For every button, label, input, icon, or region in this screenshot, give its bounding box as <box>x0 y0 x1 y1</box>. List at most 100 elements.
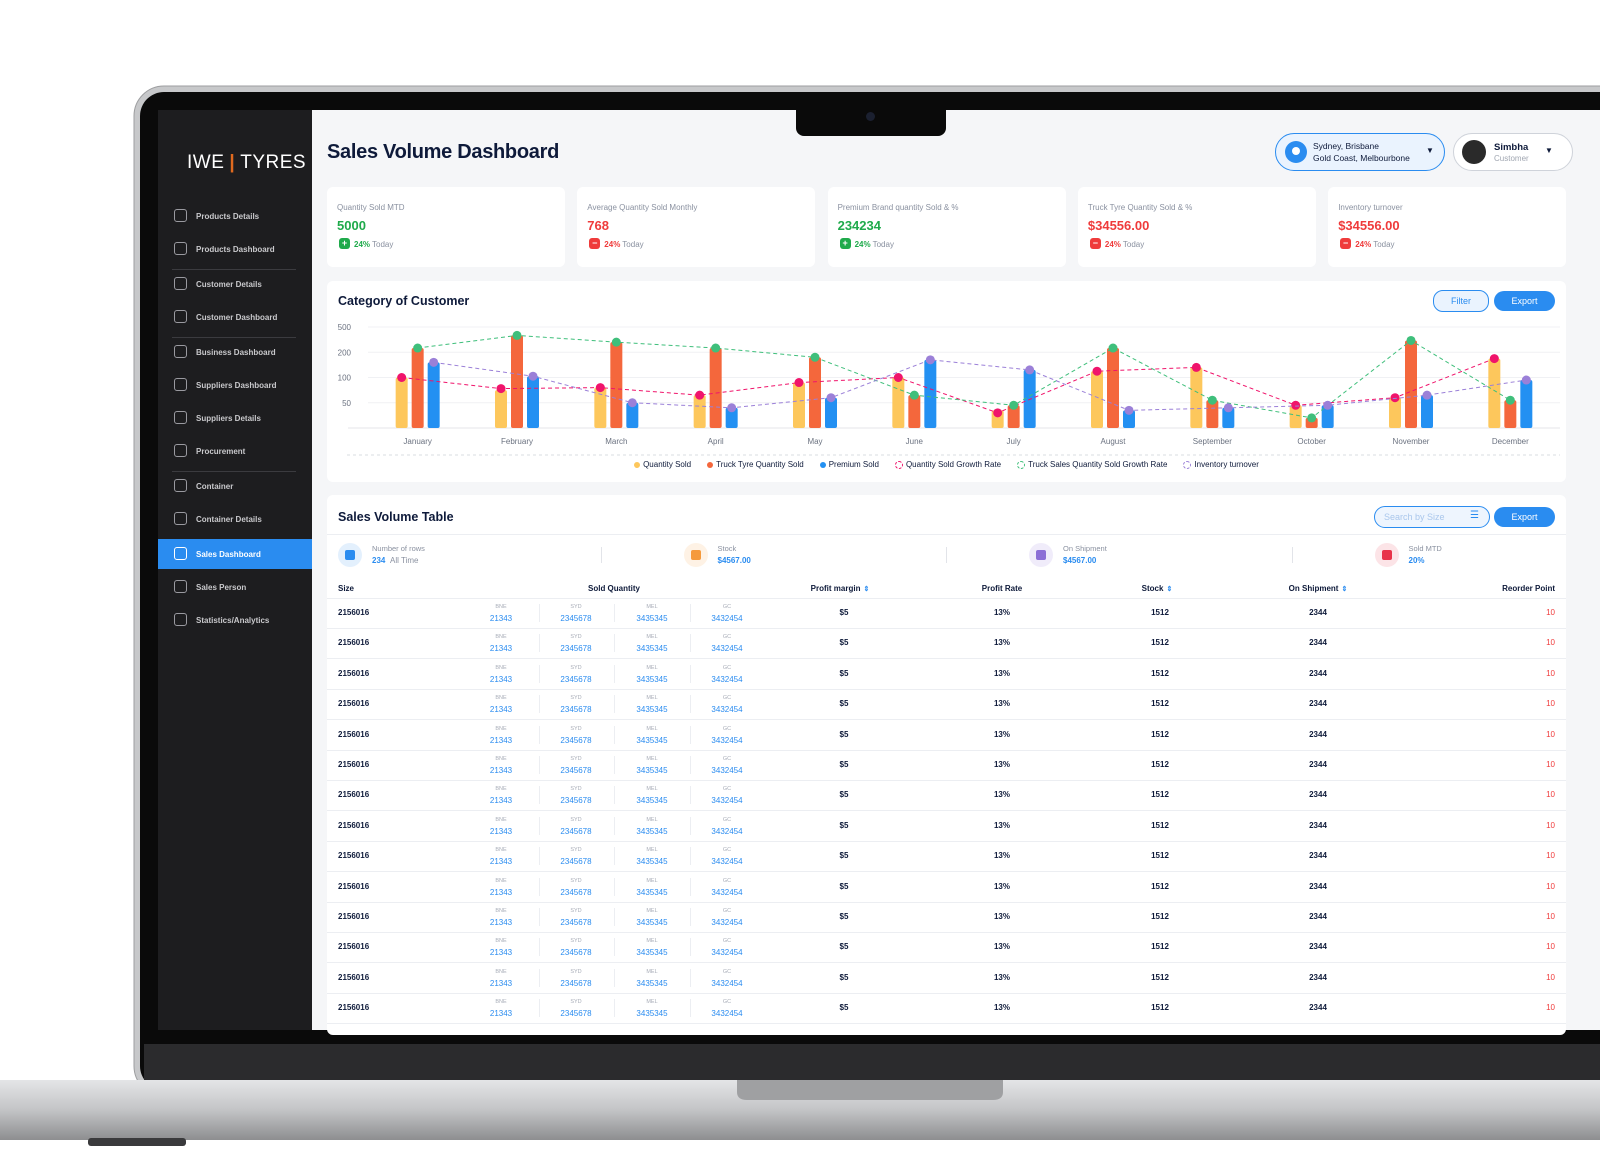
cell-quantity: 21343 <box>489 766 513 775</box>
row-border <box>327 719 1566 721</box>
cell-quantity: 2345678 <box>560 918 592 927</box>
cell-location: BNE <box>495 999 507 1006</box>
legend-swatch <box>634 461 641 468</box>
row-border <box>327 658 1566 660</box>
nav-item[interactable]: Customer Dashboard <box>158 302 312 332</box>
nav-label: Statistics/Analytics <box>196 616 270 625</box>
cell-size: 2156016 <box>338 760 370 769</box>
summary-value: $4567.00 <box>717 556 751 565</box>
cell-divider <box>614 816 615 835</box>
bar <box>1206 400 1219 428</box>
legend-item: Quantity Sold Growth Rate <box>894 460 1001 469</box>
column-header[interactable]: On Shipment ⇕ <box>1258 584 1378 593</box>
cell-profit-rate: 13% <box>993 942 1010 952</box>
nav-item[interactable]: Container Details <box>158 504 312 534</box>
cell-quantity: 3432454 <box>711 857 743 867</box>
column-header[interactable]: Profit margin ⇕ <box>780 584 900 593</box>
cell-divider <box>689 847 691 866</box>
cell-location: GC <box>722 938 732 945</box>
line-point <box>1489 354 1499 364</box>
cell-profit-rate: 13% <box>993 668 1010 678</box>
cell-size: 2156016 <box>338 912 370 921</box>
cell-quantity: 21343 <box>489 948 513 958</box>
cell-on-shipment: 2344 <box>1309 820 1327 830</box>
export-button[interactable]: Export <box>1494 291 1555 311</box>
search-box[interactable]: Search by Size ☰ <box>1374 506 1490 528</box>
nav-icon <box>174 242 187 255</box>
legend-item: Truck Sales Quantity Sold Growth Rate <box>1017 460 1167 469</box>
cell-location: GC <box>722 999 732 1006</box>
cell-size: 2156016 <box>338 790 370 800</box>
cell-divider <box>614 634 615 653</box>
row-border <box>327 1023 1566 1025</box>
nav-icon <box>174 310 187 323</box>
location-selector[interactable]: Sydney, Brisbane Gold Coast, Melbourbone… <box>1275 133 1445 171</box>
sort-icon[interactable]: ⇕ <box>1341 586 1348 593</box>
cell-size: 2156016 <box>338 851 370 861</box>
kpi-change: 24% <box>854 240 871 249</box>
table-export-button[interactable]: Export <box>1494 507 1555 527</box>
sort-icon[interactable]: ⇕ <box>863 586 870 593</box>
nav-item[interactable]: Procurement <box>158 436 312 466</box>
nav-item[interactable]: Products Dashboard <box>158 234 312 264</box>
nav-item[interactable]: Products Details <box>158 201 312 231</box>
cell-quantity: 21343 <box>489 705 513 715</box>
sort-icon[interactable]: ⇕ <box>1166 586 1173 593</box>
nav-item[interactable]: Container <box>158 471 312 501</box>
nav-item[interactable]: Business Dashboard <box>158 337 312 367</box>
cell-divider <box>538 908 540 926</box>
cell-stock: 1512 <box>1151 1003 1169 1013</box>
kpi-value: $34556.00 <box>1338 218 1400 233</box>
cell-profit-margin: $5 <box>839 1003 849 1013</box>
cell-divider <box>538 634 540 653</box>
cell-location: MEL <box>646 847 658 854</box>
nav-item[interactable]: Sales Dashboard <box>158 539 312 569</box>
cell-quantity: 21343 <box>489 826 513 836</box>
line-point <box>413 343 423 353</box>
nav-icon <box>174 512 187 525</box>
cell-quantity: 2345678 <box>560 826 592 836</box>
nav-label: Products Details <box>196 212 260 221</box>
nav-item[interactable]: Sales Person <box>158 572 312 602</box>
kpi-card: Quantity Sold MTD 5000 +24% Today <box>327 187 565 267</box>
nav-item[interactable]: Suppliers Dashboard <box>158 370 312 400</box>
cell-on-shipment: 2344 <box>1309 608 1327 617</box>
nav-item[interactable]: Customer Details <box>158 269 312 299</box>
cell-divider <box>689 756 691 774</box>
x-tick-label: December <box>1492 437 1529 446</box>
cell-divider <box>538 756 540 774</box>
bar <box>1007 405 1020 428</box>
legend-swatch <box>707 461 714 468</box>
nav-item[interactable]: Suppliers Details <box>158 403 312 433</box>
column-header[interactable]: Stock ⇕ <box>1097 584 1217 593</box>
cell-divider <box>614 877 615 896</box>
cell-quantity: 3435345 <box>636 857 668 867</box>
cell-quantity: 21343 <box>489 918 513 927</box>
cell-on-shipment: 2344 <box>1309 699 1327 709</box>
cell-profit-margin: $5 <box>839 608 849 617</box>
x-tick-label: May <box>807 437 822 446</box>
kpi-period: Today <box>1373 240 1395 249</box>
cell-location: MEL <box>646 908 658 914</box>
cell-on-shipment: 2344 <box>1309 668 1327 678</box>
cell-location: SYD <box>570 877 582 884</box>
legend-item: Quantity Sold <box>634 460 691 469</box>
cell-profit-rate: 13% <box>993 638 1010 648</box>
user-menu[interactable]: Simbha Customer ▼ <box>1453 133 1573 171</box>
cell-divider <box>689 604 691 622</box>
bar <box>809 357 821 428</box>
cell-reorder-point: 10 <box>1546 1003 1555 1013</box>
filter-button[interactable]: Filter <box>1433 290 1489 312</box>
bar <box>1321 405 1334 428</box>
bar <box>1222 407 1235 428</box>
summary-icon <box>683 543 708 567</box>
nav-item[interactable]: Statistics/Analytics <box>158 605 312 635</box>
cell-divider <box>689 725 691 744</box>
location-line2: Gold Coast, Melbourbone <box>1313 153 1410 163</box>
cell-location: SYD <box>570 816 582 823</box>
nav-label: Sales Person <box>196 583 247 592</box>
cell-reorder-point: 10 <box>1546 851 1555 861</box>
cell-quantity: 21343 <box>489 1009 513 1019</box>
nav-icon <box>174 345 187 358</box>
line-point <box>627 398 637 408</box>
